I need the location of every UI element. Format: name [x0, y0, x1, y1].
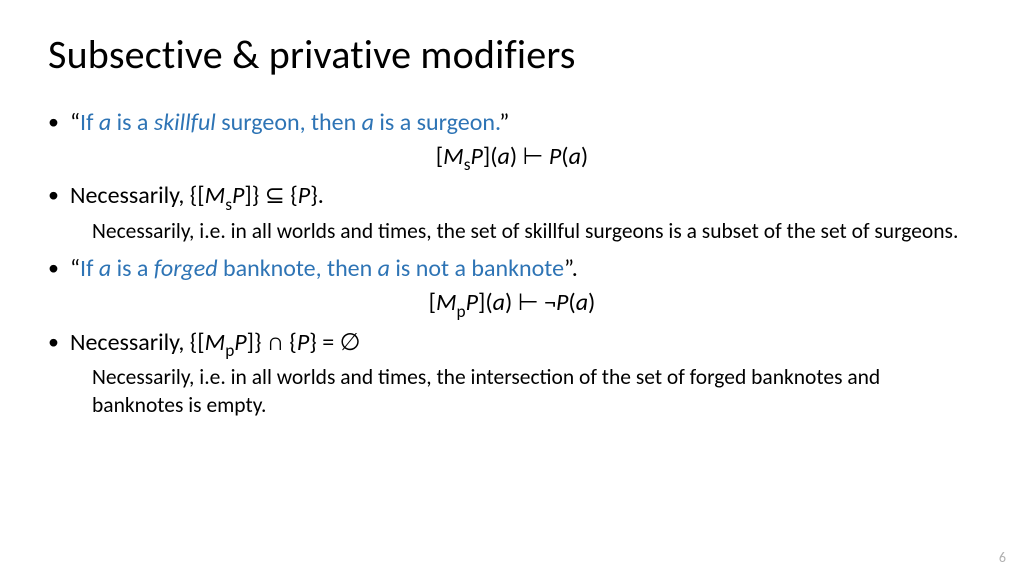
- t: {: [284, 328, 297, 357]
- bullet-dot: •: [48, 180, 70, 216]
- var-a: a: [569, 142, 581, 171]
- turnstile-icon: ⊢: [518, 288, 539, 317]
- ldq: “: [70, 108, 80, 137]
- sub-s: s: [225, 194, 232, 215]
- bullet-dot: •: [48, 107, 70, 139]
- link-text: If a is a forged banknote, then a is not…: [80, 254, 564, 283]
- emptyset-icon: ∅: [340, 328, 361, 357]
- sym: [: [429, 288, 436, 317]
- t: banknote, then: [218, 254, 378, 283]
- sym: (: [568, 288, 575, 317]
- var-M: M: [436, 288, 457, 317]
- bullet-3-text: “If a is a forged banknote, then a is no…: [70, 253, 976, 285]
- var-a: a: [576, 288, 588, 317]
- em-skillful: skillful: [154, 108, 216, 137]
- subset-icon: ⊆: [265, 181, 285, 210]
- t: is a surgeon.: [374, 108, 499, 137]
- t: ]}: [244, 181, 264, 210]
- var-P: P: [470, 142, 482, 171]
- t: If: [80, 254, 99, 283]
- bullet-2: • Necessarily, {[MsP]} ⊆ {P}.: [48, 180, 976, 216]
- var-P: P: [297, 328, 309, 357]
- bullet-dot: •: [48, 327, 70, 363]
- sym: ](: [478, 288, 493, 317]
- var-a: a: [493, 288, 505, 317]
- t: Necessarily, {[: [70, 328, 205, 357]
- bullet-4: • Necessarily, {[MpP]} ∩ {P} = ∅: [48, 327, 976, 363]
- neg-icon: ¬: [544, 288, 556, 317]
- var-M: M: [205, 328, 226, 357]
- var-a: a: [99, 108, 111, 137]
- t: is a: [111, 108, 154, 137]
- bullet-1: • “If a is a skillful surgeon, then a is…: [48, 107, 976, 139]
- t: } =: [309, 328, 339, 357]
- t: is not a banknote: [390, 254, 564, 283]
- bullet-3: • “If a is a forged banknote, then a is …: [48, 253, 976, 285]
- sym: ): [505, 288, 518, 317]
- page-number: 6: [999, 549, 1006, 566]
- sym: ): [581, 142, 588, 171]
- rdq: ”: [499, 108, 509, 137]
- t: If: [80, 108, 99, 137]
- var-a: a: [362, 108, 374, 137]
- formula-1: [MsP](a) ⊢ P(a): [48, 141, 976, 177]
- slide-body: • “If a is a skillful surgeon, then a is…: [48, 107, 976, 419]
- indent-1: Necessarily, i.e. in all worlds and time…: [92, 218, 976, 246]
- link-text: If a is a skillful surgeon, then a is a …: [80, 108, 499, 137]
- var-P: P: [466, 288, 478, 317]
- t: Necessarily, {[: [70, 181, 205, 210]
- t: {: [285, 181, 298, 210]
- sym: ](: [483, 142, 498, 171]
- var-a: a: [99, 254, 111, 283]
- t: ]}: [247, 328, 267, 357]
- formula-2: [MpP](a) ⊢ ¬P(a): [48, 287, 976, 323]
- t: }.: [310, 181, 324, 210]
- var-P: P: [232, 181, 244, 210]
- rdq: ”.: [564, 254, 578, 283]
- intersect-icon: ∩: [267, 328, 284, 357]
- turnstile-icon: ⊢: [523, 142, 544, 171]
- em-forged: forged: [154, 254, 218, 283]
- bullet-4-text: Necessarily, {[MpP]} ∩ {P} = ∅: [70, 327, 976, 363]
- sub-p: p: [457, 301, 466, 322]
- var-P: P: [234, 328, 246, 357]
- sub-p: p: [225, 340, 234, 361]
- sym: ): [510, 142, 523, 171]
- var-P: P: [298, 181, 310, 210]
- slide: Subsective & privative modifiers • “If a…: [0, 0, 1024, 576]
- sym: ): [588, 288, 595, 317]
- bullet-2-text: Necessarily, {[MsP]} ⊆ {P}.: [70, 180, 976, 216]
- indent-2: Necessarily, i.e. in all worlds and time…: [92, 364, 976, 419]
- t: surgeon, then: [216, 108, 362, 137]
- ldq: “: [70, 254, 80, 283]
- slide-title: Subsective & privative modifiers: [48, 30, 976, 79]
- bullet-dot: •: [48, 253, 70, 285]
- var-M: M: [443, 142, 464, 171]
- var-a: a: [378, 254, 390, 283]
- t: is a: [111, 254, 154, 283]
- bullet-1-text: “If a is a skillful surgeon, then a is a…: [70, 107, 976, 139]
- sym: (: [561, 142, 568, 171]
- sub-s: s: [464, 154, 471, 175]
- var-P: P: [556, 288, 568, 317]
- var-a: a: [498, 142, 510, 171]
- var-M: M: [205, 181, 226, 210]
- var-P: P: [549, 142, 561, 171]
